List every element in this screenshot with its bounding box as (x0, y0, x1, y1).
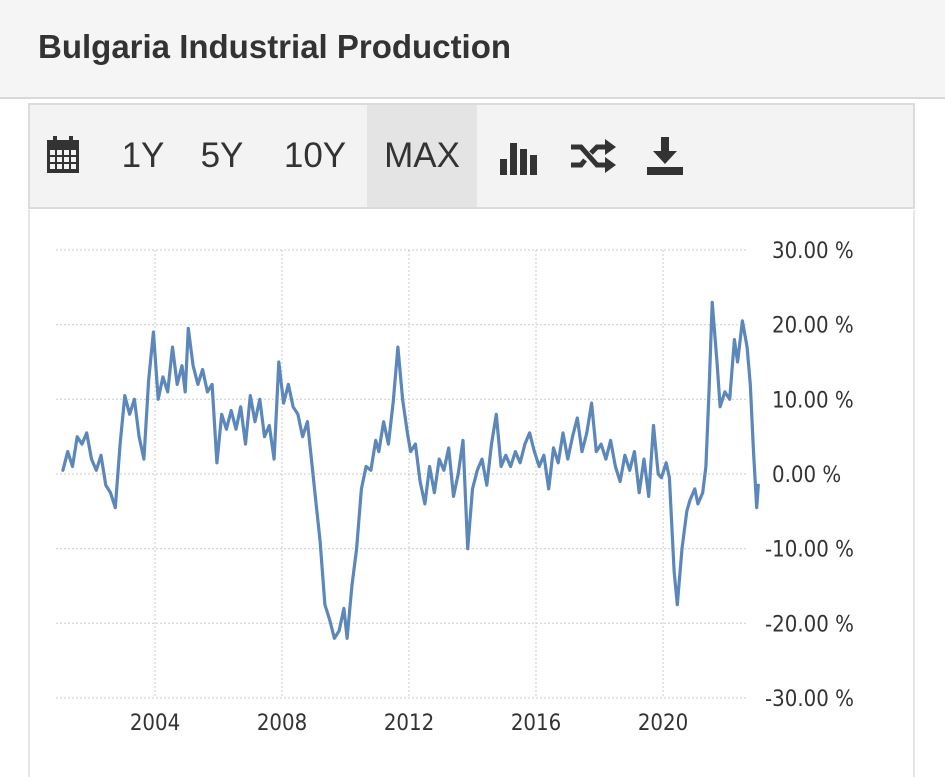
y-tick-label: 20.00 % (772, 314, 854, 339)
y-tick-label: 10.00 % (772, 388, 854, 413)
shuffle-icon[interactable] (571, 139, 617, 178)
y-tick-label: -10.00 % (765, 538, 854, 563)
bar-chart-icon[interactable] (500, 139, 538, 180)
range-1y-button[interactable]: 1Y (121, 136, 165, 175)
chart-area: 30.00 % 20.00 % 10.00 % 0.00 % -10.00 % -20.0… (28, 210, 915, 777)
y-tick-label: 0.00 % (772, 463, 841, 488)
page-title: Bulgaria Industrial Production (38, 28, 512, 65)
chart-toolbar: 1Y 5Y 10Y MAX (28, 103, 915, 209)
x-tick-label: 2004 (130, 711, 180, 736)
download-icon[interactable] (647, 137, 683, 180)
range-max-button[interactable]: MAX (367, 105, 477, 207)
y-tick-label: -20.00 % (765, 612, 854, 637)
calendar-icon[interactable] (46, 136, 80, 179)
header: Bulgaria Industrial Production (0, 0, 945, 99)
y-tick-label: -30.00 % (765, 687, 854, 712)
x-tick-label: 2020 (638, 711, 688, 736)
range-10y-button[interactable]: 10Y (283, 136, 347, 175)
x-tick-label: 2016 (511, 711, 561, 736)
x-tick-label: 2008 (257, 711, 307, 736)
x-tick-label: 2012 (384, 711, 434, 736)
range-5y-button[interactable]: 5Y (200, 136, 244, 175)
y-tick-label: 30.00 % (772, 239, 854, 264)
series-line (61, 300, 760, 640)
line-chart: 30.00 % 20.00 % 10.00 % 0.00 % -10.00 % -20.0… (56, 239, 854, 736)
